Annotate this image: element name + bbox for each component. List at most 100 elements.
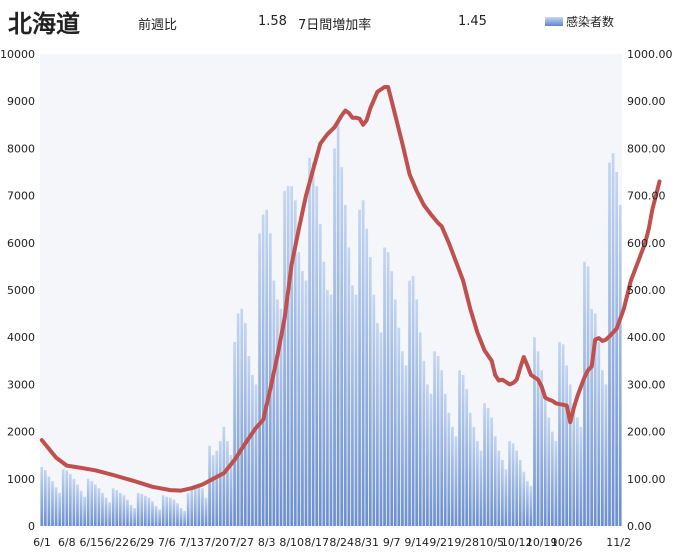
bar-cases [54, 487, 58, 526]
bar-cases [218, 441, 222, 526]
x-tick-label: 9/14 [404, 536, 429, 549]
weekly-ratio-value: 1.58 [258, 14, 287, 29]
bar-cases [390, 271, 394, 526]
y-right-tick-label: 600.00 [627, 237, 666, 250]
bar-cases [401, 351, 404, 526]
bar-cases [101, 492, 104, 526]
y-left-tick-label: 7000 [7, 190, 35, 203]
bar-cases [436, 356, 440, 526]
bar-cases [251, 374, 254, 526]
y-left-tick-label: 1000 [7, 473, 35, 486]
x-tick-label: 9/28 [454, 536, 479, 549]
y-left-tick-label: 2000 [7, 426, 35, 439]
bar-cases [526, 481, 529, 526]
bar-cases [240, 308, 244, 526]
x-tick-label: 6/29 [129, 536, 154, 549]
x-tick-label: 8/10 [279, 536, 304, 549]
bar-cases [226, 441, 229, 526]
bar-cases [372, 294, 376, 526]
bar-cases [454, 436, 458, 526]
bar-cases [393, 299, 397, 526]
bar-cases [186, 492, 190, 526]
y-right-tick-label: 100.00 [627, 473, 666, 486]
bar-cases [540, 370, 544, 526]
bar-cases [518, 459, 522, 526]
bar-cases [276, 299, 279, 526]
bar-series-cases [40, 120, 622, 527]
bar-cases [422, 360, 426, 526]
bar-cases [468, 412, 472, 526]
bar-cases [168, 497, 172, 526]
bar-cases [161, 495, 165, 526]
bar-cases [551, 431, 554, 526]
y-right-tick-label: 300.00 [627, 378, 666, 391]
bar-cases [415, 299, 419, 526]
bar-cases [504, 469, 508, 526]
x-tick-label: 8/31 [354, 536, 379, 549]
bar-cases [265, 209, 269, 526]
bar-cases [347, 247, 351, 526]
bar-cases [261, 214, 265, 527]
y-right-tick-label: 700.00 [627, 190, 666, 203]
bar-cases [118, 492, 122, 526]
bar-cases [597, 341, 601, 526]
bar-cases [354, 294, 358, 526]
bar-cases [44, 470, 47, 526]
bar-cases [308, 157, 311, 526]
chart-title: 北海道 [8, 10, 80, 38]
x-tick-label: 11/2 [606, 536, 631, 549]
bar-cases [461, 374, 465, 526]
bar-cases [408, 280, 411, 526]
bar-cases [201, 488, 204, 526]
y-right-tick-label: 1000.00 [627, 48, 673, 61]
bar-cases [293, 200, 297, 526]
y-left-tick-label: 3000 [7, 378, 35, 391]
bar-cases [165, 496, 169, 526]
bar-cases [104, 497, 108, 526]
bar-cases [143, 495, 147, 526]
bar-cases [561, 344, 565, 526]
y-left-tick-label: 4000 [7, 331, 35, 344]
bar-cases [233, 341, 236, 526]
bar-cases [72, 478, 76, 526]
x-tick-label: 8/17 [304, 536, 329, 549]
bar-cases [208, 445, 211, 526]
bar-cases [601, 370, 604, 526]
bar-cases [404, 365, 408, 526]
bar-cases [476, 441, 479, 526]
bar-cases [379, 332, 383, 526]
bar-cases [529, 485, 533, 526]
y-right-tick-label: 400.00 [627, 331, 666, 344]
bar-cases [83, 496, 86, 526]
weekly-ratio-label: 前週比 [138, 18, 178, 33]
bar-cases [311, 162, 315, 526]
y-right-tick-label: 0.00 [627, 520, 652, 533]
bar-cases [376, 323, 379, 526]
bar-cases [336, 120, 340, 526]
bar-cases [290, 186, 294, 526]
bar-cases [229, 455, 233, 526]
x-tick-label: 8/3 [258, 536, 276, 549]
bar-cases [140, 493, 144, 526]
bar-cases [90, 481, 94, 526]
x-tick-label: 10/5 [479, 536, 504, 549]
bar-cases [443, 393, 447, 526]
x-tick-label: 7/27 [229, 536, 254, 549]
y-left-tick-label: 8000 [7, 142, 35, 155]
bar-cases [515, 450, 519, 526]
bar-cases [568, 384, 572, 526]
bar-cases [133, 508, 136, 526]
bar-cases [129, 504, 133, 526]
bar-cases [343, 205, 347, 527]
x-tick-label: 6/1 [33, 536, 51, 549]
x-tick-label: 10/19 [526, 536, 558, 549]
bar-cases [215, 450, 219, 526]
x-tick-label: 8/24 [329, 536, 354, 549]
bar-cases [126, 499, 129, 526]
bar-cases [93, 484, 97, 526]
y-left-tick-label: 9000 [7, 95, 35, 108]
bar-cases [326, 290, 329, 526]
bar-cases [172, 499, 176, 526]
x-tick-label: 9/21 [429, 536, 454, 549]
